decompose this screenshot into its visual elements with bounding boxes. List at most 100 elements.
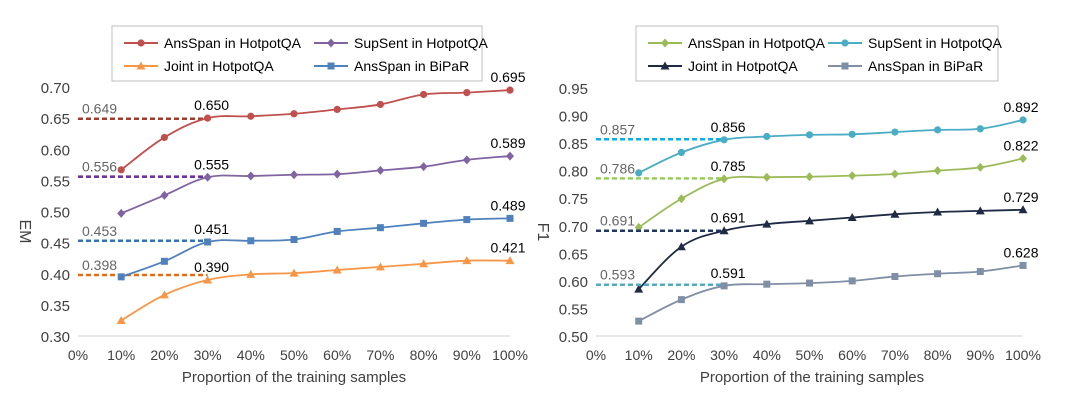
data-point bbox=[975, 206, 985, 215]
series-line bbox=[120, 89, 511, 171]
data-point bbox=[246, 269, 256, 278]
x-tick-label: 20% bbox=[150, 347, 178, 363]
series-4: 0.453 0.451 0.489 bbox=[78, 197, 526, 281]
x-tick-label: 40% bbox=[753, 347, 781, 363]
data-point bbox=[848, 171, 857, 181]
data-point bbox=[891, 272, 899, 280]
legend-item: Joint in HotpotQA bbox=[648, 58, 798, 74]
x-tick-label: 60% bbox=[838, 347, 866, 363]
legend: AnsSpan in HotpotQA SupSent in HotpotQA Jo… bbox=[111, 25, 489, 82]
data-point bbox=[463, 216, 471, 224]
data-point bbox=[676, 242, 686, 251]
y-axis-title: EM bbox=[16, 220, 33, 244]
data-point bbox=[159, 290, 169, 299]
series-3: 0.398 0.390 0.421 bbox=[78, 240, 526, 324]
data-label: 0.390 bbox=[194, 259, 229, 275]
data-point bbox=[805, 131, 814, 139]
data-point bbox=[289, 268, 299, 277]
series-1: 0.786 0.785 0.822 bbox=[596, 138, 1039, 232]
baseline-label: 0.691 bbox=[600, 213, 635, 229]
data-point bbox=[934, 126, 942, 134]
x-tick-label: 70% bbox=[881, 347, 909, 363]
data-point bbox=[333, 105, 341, 114]
data-label: 0.856 bbox=[711, 119, 746, 135]
legend-item: Joint in HotpotQA bbox=[124, 58, 274, 74]
data-point bbox=[635, 169, 643, 177]
legend-item: AnsSpan in HotpotQA bbox=[648, 35, 826, 51]
data-point bbox=[290, 170, 298, 180]
data-label: 0.729 bbox=[1003, 189, 1038, 205]
x-tick-label: 50% bbox=[795, 347, 823, 363]
data-label: 0.822 bbox=[1003, 138, 1038, 154]
em-chart: 0.30 0.35 0.40 0.45 0.50 0.55 0.60 0.65 0.70 0% 10… bbox=[16, 25, 528, 386]
legend-marker bbox=[136, 61, 146, 70]
data-point bbox=[762, 219, 772, 228]
data-point bbox=[332, 265, 342, 274]
x-tick-label: 80% bbox=[410, 347, 438, 363]
data-point bbox=[934, 270, 942, 278]
data-point bbox=[333, 169, 342, 179]
data-point bbox=[117, 208, 126, 218]
series-line bbox=[120, 259, 511, 322]
legend: AnsSpan in HotpotQA SupSent in HotpotQA Jo… bbox=[635, 25, 1003, 82]
series-line bbox=[638, 264, 1024, 322]
data-point bbox=[117, 166, 125, 174]
data-point bbox=[805, 172, 814, 182]
data-point bbox=[634, 284, 644, 293]
baseline-label: 0.453 bbox=[82, 223, 117, 239]
y-tick-label: 0.80 bbox=[559, 164, 588, 181]
series-line bbox=[120, 155, 511, 215]
series-4: 0.593 0.591 0.628 bbox=[596, 244, 1039, 325]
data-point bbox=[117, 273, 125, 281]
data-point bbox=[720, 136, 728, 144]
baseline-label: 0.593 bbox=[600, 267, 635, 283]
legend-box bbox=[111, 25, 483, 82]
data-point bbox=[890, 169, 899, 179]
data-point bbox=[976, 268, 984, 276]
data-point bbox=[160, 133, 168, 142]
y-tick-label: 0.50 bbox=[41, 205, 70, 222]
x-tick-label: 100% bbox=[492, 347, 528, 363]
data-point bbox=[891, 128, 899, 136]
series-line bbox=[638, 157, 1024, 229]
data-point bbox=[933, 207, 943, 216]
data-point bbox=[160, 257, 168, 265]
data-point bbox=[203, 172, 212, 182]
series-line bbox=[638, 119, 1024, 174]
data-label: 0.451 bbox=[194, 221, 229, 237]
data-point bbox=[720, 174, 729, 184]
data-point bbox=[1019, 116, 1027, 124]
legend-marker bbox=[137, 39, 145, 47]
y-tick-label: 0.50 bbox=[559, 329, 588, 346]
data-point bbox=[848, 277, 856, 285]
data-point bbox=[719, 226, 729, 235]
y-tick-label: 0.40 bbox=[41, 267, 70, 284]
y-tick-label: 0.30 bbox=[41, 329, 70, 346]
data-point bbox=[247, 237, 255, 245]
x-tick-label: 50% bbox=[280, 347, 308, 363]
y-tick-label: 0.90 bbox=[559, 109, 588, 126]
legend-label: AnsSpan in HotpotQA bbox=[164, 35, 302, 51]
data-point bbox=[463, 89, 471, 97]
data-point bbox=[333, 227, 341, 235]
legend-marker bbox=[327, 38, 335, 48]
data-point bbox=[720, 282, 728, 290]
data-point bbox=[933, 166, 942, 176]
data-point bbox=[420, 219, 428, 227]
data-point bbox=[763, 280, 771, 288]
legend-item: AnsSpan in BiPaR bbox=[828, 58, 983, 74]
data-label: 0.892 bbox=[1003, 99, 1038, 115]
y-tick-label: 0.55 bbox=[559, 301, 588, 318]
series-1: 0.649 0.650 0.695 bbox=[78, 69, 526, 174]
legend-label: AnsSpan in BiPaR bbox=[868, 58, 983, 74]
data-label: 0.589 bbox=[490, 135, 525, 151]
y-tick-label: 0.45 bbox=[41, 236, 70, 253]
data-point bbox=[505, 256, 515, 265]
y-tick-label: 0.75 bbox=[559, 191, 588, 208]
y-tick-label: 0.65 bbox=[41, 111, 70, 128]
x-tick-label: 60% bbox=[323, 347, 351, 363]
x-axis-title: Proportion of the training samples bbox=[182, 369, 406, 386]
y-tick-label: 0.70 bbox=[41, 80, 70, 97]
data-point bbox=[462, 256, 472, 265]
